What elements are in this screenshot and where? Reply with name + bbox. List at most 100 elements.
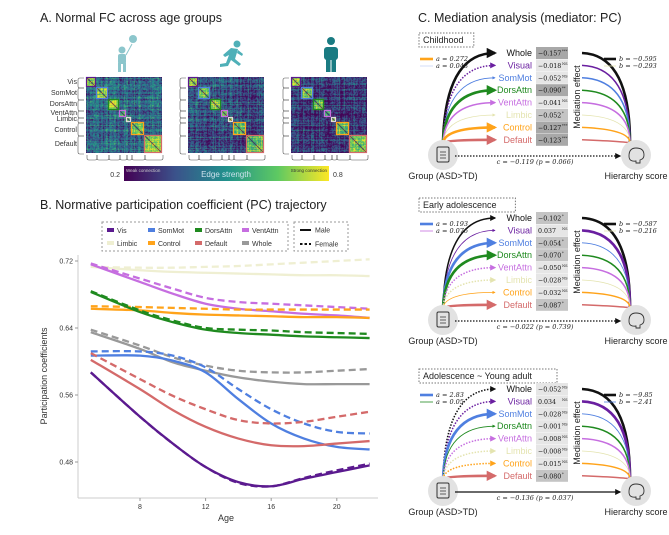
b-path-limbic [581, 279, 631, 309]
network-box-control [232, 121, 247, 136]
b-path-ventattn [581, 101, 631, 144]
line-default-female [90, 352, 370, 425]
effect-significance: NS [562, 264, 568, 268]
effect-significance: NS [562, 62, 568, 66]
outcome-label: Hierarchy score [604, 171, 667, 181]
clipboard-lines [440, 487, 446, 495]
balloon-string [125, 43, 133, 56]
mediator-label-visual: Visual [508, 60, 532, 70]
network-label-default: Default [55, 141, 77, 148]
mediation-effect-axis-label: Mediation effect [572, 230, 582, 294]
network-box-default [348, 134, 368, 154]
outcome-node [621, 305, 651, 335]
line-sommot-female [90, 349, 370, 435]
fc-matrix-adult [291, 77, 367, 153]
network-box-limbic [330, 116, 337, 123]
mediator-label-default: Default [503, 300, 532, 310]
network-box-sommot [95, 86, 109, 100]
effect-value: −0.041 [538, 100, 561, 107]
mediator-label-sommot: SomMot [498, 409, 532, 419]
mediator-label-visual: Visual [508, 396, 532, 406]
fc-matrix-adolescence [188, 77, 264, 153]
network-box-vis [290, 76, 302, 88]
colorbar-max: 0.8 [333, 172, 343, 179]
clipboard-icon [436, 311, 450, 328]
adult-icon [324, 37, 338, 72]
legend-swatch-default [195, 241, 202, 245]
network-box-dorsattn [209, 98, 222, 111]
line-control-male [90, 307, 370, 320]
panel-a-title: A. Normal FC across age groups [40, 11, 223, 25]
direct-effect-text: c = −0.119 (p = 0.066) [497, 158, 574, 166]
group-label: Group (ASD>TD) [408, 507, 477, 517]
effect-cell [536, 445, 568, 457]
panel-label: Adolescence ~ Young adult [423, 371, 532, 381]
network-label-control: Control [54, 127, 77, 134]
colorbar-min: 0.2 [110, 172, 120, 179]
mediator-label-whole: Whole [506, 48, 532, 58]
effect-value: −0.157 [538, 51, 561, 58]
effect-significance: * [562, 472, 564, 476]
group-label: Group (ASD>TD) [408, 171, 477, 181]
b-path-control [581, 462, 631, 480]
effect-value: −0.028 [538, 278, 561, 285]
legend-label-male: Male [315, 228, 330, 235]
mediator-label-limbic: Limbic [506, 275, 533, 285]
child-with-balloon-icon [118, 35, 137, 72]
legend-label-default: Default [205, 241, 227, 248]
a-path-control [442, 460, 497, 480]
network-box-limbic [227, 116, 234, 123]
network-box-vis [187, 76, 199, 88]
panel-label: Childhood [423, 35, 464, 45]
effect-value: 0.037 [538, 228, 556, 235]
effect-cell [536, 121, 568, 134]
x-tick-label: 16 [267, 504, 275, 511]
line-control-female [90, 305, 370, 311]
network-label-sommot: SomMot [51, 90, 77, 97]
effect-significance: *** [562, 124, 568, 128]
clipboard-lines [440, 151, 446, 159]
network-box-limbic [125, 116, 132, 123]
mediator-label-ventattn: VentAttn [498, 434, 532, 444]
b-path-ventattn [581, 266, 631, 309]
network-box-sommot [300, 86, 314, 100]
leg [326, 58, 331, 72]
a-legend-text: a = 0.05 [436, 398, 464, 406]
running-adolescent-icon [220, 40, 243, 67]
network-box-sommot [197, 86, 211, 100]
effect-value: −0.028 [538, 411, 561, 418]
b-path-default [581, 139, 631, 144]
b-path-default [581, 475, 631, 480]
effect-significance: * [562, 252, 564, 256]
effect-significance: *** [562, 136, 568, 140]
legend-label-female: Female [315, 242, 338, 249]
y-tick-label: 0.64 [59, 326, 73, 333]
effect-value: −0.018 [538, 63, 561, 70]
clipboard-icon [436, 482, 450, 499]
mediator-label-dorsattn: DorsAttn [497, 421, 532, 431]
mediator-label-ventattn: VentAttn [498, 263, 532, 273]
line-vis-male [90, 371, 370, 488]
line-limbic-female [90, 258, 370, 269]
mediator-label-limbic: Limbic [506, 110, 533, 120]
y-tick-label: 0.48 [59, 460, 73, 467]
effect-cell [536, 261, 568, 274]
brain-icon [628, 312, 645, 329]
effect-significance: NS [562, 448, 568, 452]
effect-significance: NS [562, 289, 568, 293]
network-box-dorsattn [107, 98, 120, 111]
effect-cell [536, 407, 568, 420]
head [118, 46, 126, 54]
mediator-label-whole: Whole [506, 213, 532, 223]
line-vis-female [90, 371, 370, 488]
effect-value: −0.052 [538, 387, 561, 394]
effect-cell [536, 469, 568, 482]
arm [237, 50, 243, 56]
legend-swatch-ventattn [242, 228, 249, 232]
b-path-ventattn [581, 437, 631, 480]
mediator-label-dorsattn: DorsAttn [497, 85, 532, 95]
effect-cell [536, 236, 568, 249]
effect-cell [536, 109, 568, 121]
